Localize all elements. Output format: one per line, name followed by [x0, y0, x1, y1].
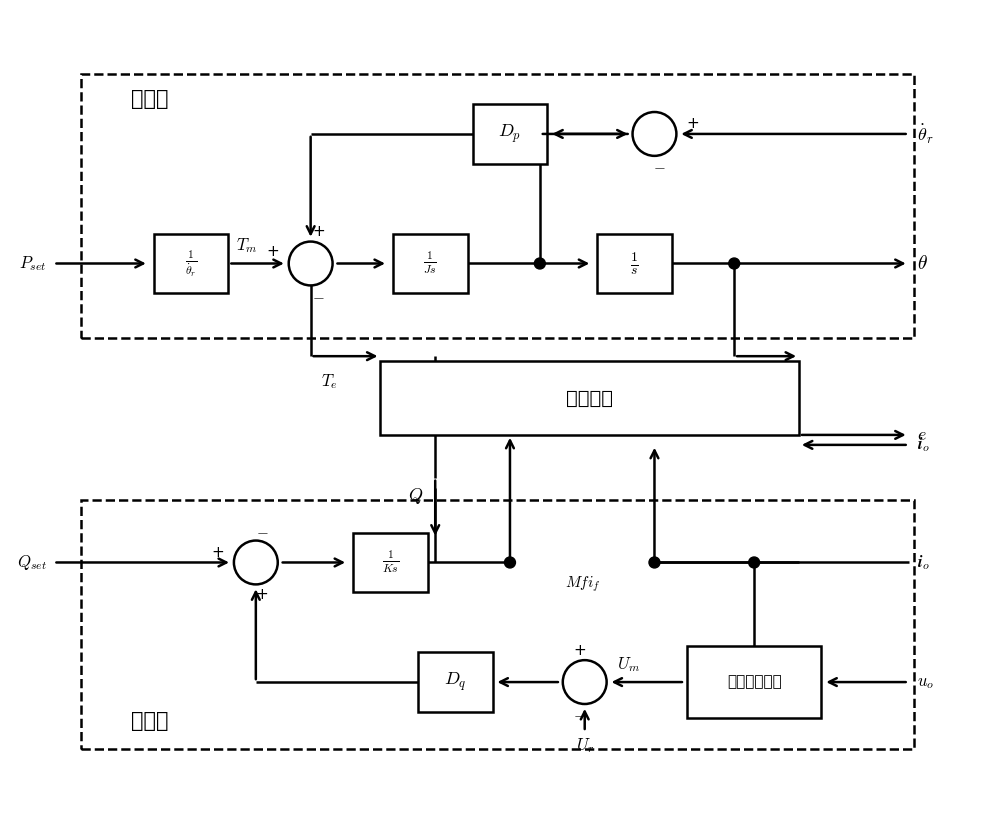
Text: $u_o$: $u_o$ — [917, 673, 934, 691]
Text: $Q_{set}$: $Q_{set}$ — [17, 553, 47, 572]
Text: $\dot{\theta}_r$: $\dot{\theta}_r$ — [917, 123, 933, 146]
Text: $\frac{1}{\dot{\theta}_r}$: $\frac{1}{\dot{\theta}_r}$ — [185, 248, 197, 279]
Text: $U_m$: $U_m$ — [617, 654, 640, 673]
Bar — [418, 652, 493, 712]
Bar — [473, 104, 547, 164]
Text: 电压峰値计算: 电压峰値计算 — [727, 675, 782, 690]
Circle shape — [649, 557, 660, 568]
Text: $-$: $-$ — [573, 707, 586, 721]
Text: $\frac{1}{Js}$: $\frac{1}{Js}$ — [423, 250, 437, 276]
Text: $-$: $-$ — [653, 159, 666, 173]
Bar — [353, 533, 428, 592]
Text: $U_r$: $U_r$ — [576, 736, 594, 755]
Circle shape — [633, 112, 676, 156]
Text: $-$: $-$ — [256, 523, 268, 538]
Circle shape — [563, 660, 607, 704]
Bar — [154, 234, 228, 294]
Text: $P_{set}$: $P_{set}$ — [19, 254, 47, 273]
Text: $D_p$: $D_p$ — [498, 123, 522, 145]
Bar — [687, 646, 821, 718]
Text: +: + — [312, 224, 325, 239]
Bar — [81, 74, 914, 338]
Circle shape — [749, 557, 760, 568]
Circle shape — [234, 541, 278, 584]
Bar — [380, 361, 799, 435]
Bar — [393, 234, 468, 294]
Text: $Mfi_f$: $Mfi_f$ — [565, 575, 600, 594]
Text: 计算模块: 计算模块 — [566, 389, 613, 407]
Text: $\frac{1}{s}$: $\frac{1}{s}$ — [630, 250, 639, 276]
Text: $\frac{1}{Ks}$: $\frac{1}{Ks}$ — [382, 550, 399, 576]
Text: +: + — [266, 244, 279, 259]
Text: $\theta$: $\theta$ — [917, 254, 927, 273]
Text: $D_q$: $D_q$ — [444, 671, 466, 693]
Text: +: + — [686, 116, 699, 132]
Text: $e$: $e$ — [917, 426, 926, 444]
Text: 无功环: 无功环 — [131, 711, 169, 731]
Text: +: + — [211, 545, 224, 560]
Circle shape — [504, 557, 515, 568]
Text: 有功环: 有功环 — [131, 89, 169, 109]
Text: $T_e$: $T_e$ — [321, 371, 337, 390]
Text: $\boldsymbol{i}_{o}$: $\boldsymbol{i}_{o}$ — [917, 435, 929, 454]
Text: $T_m$: $T_m$ — [236, 236, 258, 255]
Circle shape — [729, 258, 740, 269]
Text: +: + — [255, 587, 268, 602]
Text: $Q$: $Q$ — [408, 486, 423, 506]
Text: $\boldsymbol{i}_{o}$: $\boldsymbol{i}_{o}$ — [917, 553, 929, 572]
Text: $-$: $-$ — [312, 288, 325, 303]
Text: +: + — [573, 643, 586, 658]
Circle shape — [534, 258, 545, 269]
Bar — [597, 234, 672, 294]
Circle shape — [289, 241, 333, 285]
Bar — [81, 500, 914, 748]
